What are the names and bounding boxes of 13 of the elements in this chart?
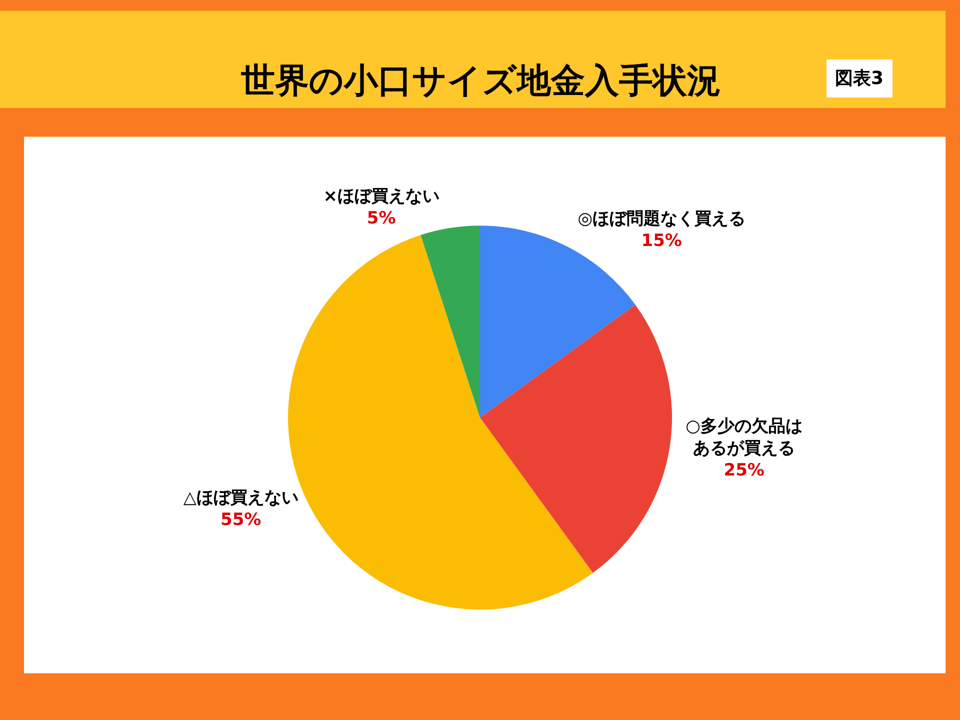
pie-slice [420, 226, 480, 418]
pie-slice [480, 304, 672, 573]
slice-label: ◎ほぼ問題なく買える [578, 208, 746, 229]
data-label: 55% [220, 510, 262, 530]
data-label: 5% [366, 208, 396, 228]
data-label: 15% [641, 230, 682, 251]
chart-title: 世界の小口サイズ地金入手状況 [240, 61, 721, 101]
pie-slice [480, 226, 636, 418]
data-label: 25% [724, 460, 764, 481]
slice-label: △ほぼ買えない [183, 488, 298, 508]
slice-label: ○多少の欠品はあるが買える [686, 416, 803, 458]
slice-label: ×ほぼ買えない [323, 186, 440, 206]
text: 図表3 [835, 68, 884, 89]
